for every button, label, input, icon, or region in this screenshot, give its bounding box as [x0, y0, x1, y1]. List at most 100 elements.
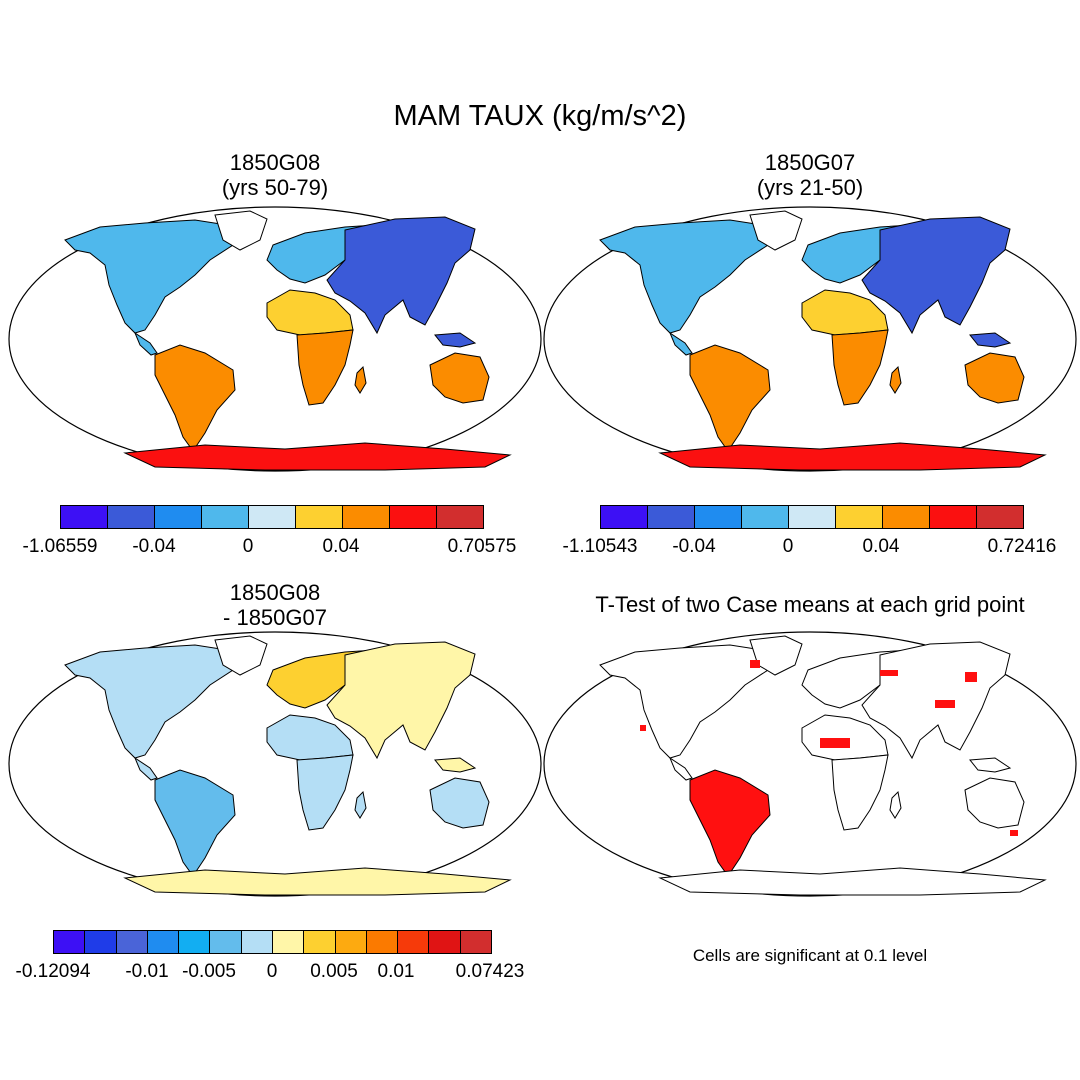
landmass-mad [354, 790, 367, 819]
colorbar-tick-label: -1.06559 [22, 536, 98, 557]
landmass-ant [123, 867, 512, 896]
colorbar-tick-label: -0.005 [182, 961, 236, 982]
landmass-sea [434, 757, 477, 773]
significant-cells [820, 738, 850, 748]
colorbar-tick-label: 0.005 [310, 961, 358, 982]
colorbar-tick-label: 0.01 [377, 961, 415, 982]
colorbar-tick-label: 0 [782, 536, 794, 557]
colorbar-segment [155, 506, 202, 528]
panel-c-title-line1: 1850G08 [229, 580, 321, 605]
landmass-na [599, 644, 776, 759]
significant-cells [1010, 830, 1018, 836]
landmass-ca [133, 756, 158, 781]
landmass-ant [123, 442, 512, 471]
colorbar-segment [116, 931, 148, 953]
map-panel-a [8, 206, 542, 472]
colorbar-tick-label: 0.07423 [455, 961, 525, 982]
colorbar-segment [54, 931, 86, 953]
colorbar-tick-label: 0 [242, 536, 254, 557]
landmass-as [861, 216, 1011, 335]
colorbar-segment [789, 506, 836, 528]
landmass-sea [969, 332, 1012, 348]
colorbar-tick-label: 0.04 [862, 536, 900, 557]
colorbar-tick-label: 0.72416 [987, 536, 1057, 557]
significant-cells [640, 725, 646, 731]
colorbar-tick-label: 0 [266, 961, 278, 982]
landmass-ca [668, 331, 693, 356]
colorbar-tick-label: 0.04 [322, 536, 360, 557]
significant-cells [965, 672, 977, 682]
landmass-gl [214, 210, 268, 251]
colorbar-segment [272, 931, 305, 953]
landmass-sa [689, 344, 771, 452]
colorbar-segment [241, 931, 273, 953]
colorbar-segment [883, 506, 930, 528]
landmass-ca [668, 756, 693, 781]
colorbar-segment [249, 506, 296, 528]
landmass-au [429, 352, 490, 404]
colorbar-tick-label: -0.04 [672, 536, 716, 557]
panel-c-title: 1850G08 - 1850G07 [170, 580, 380, 630]
landmass-mad [889, 365, 902, 394]
significance-note: Cells are significant at 0.1 level [692, 946, 928, 965]
landmass-mad [889, 790, 902, 819]
panel-b-title-line1: 1850G07 [764, 150, 856, 175]
panel-a-title: 1850G08 (yrs 50-79) [170, 150, 380, 200]
landmass-as [326, 216, 476, 335]
panel-b-title-line2: (yrs 21-50) [756, 175, 864, 200]
colorbar-tick-label: 0.70575 [447, 536, 517, 557]
panel-d-title: T-Test of two Case means at each grid po… [545, 592, 1075, 617]
colorbar-segment [202, 506, 249, 528]
colorbar-segment [296, 506, 343, 528]
panel-b-title: 1850G07 (yrs 21-50) [705, 150, 915, 200]
colorbar-segment [437, 506, 483, 528]
colorbar-segment [61, 506, 108, 528]
colorbar-segment [648, 506, 695, 528]
colorbar-panel-a [60, 505, 484, 529]
colorbar-segment [836, 506, 883, 528]
colorbar-panel-c [53, 930, 492, 954]
landmass-gl [749, 210, 803, 251]
colorbar-tick-label: -0.04 [132, 536, 176, 557]
colorbar-segment [210, 931, 242, 953]
landmass-ca [133, 331, 158, 356]
map-panel-c [8, 631, 542, 897]
colorbar-segment [108, 506, 155, 528]
colorbar-tick-label: -0.01 [125, 961, 169, 982]
colorbar-segment [742, 506, 789, 528]
colorbar-segment [695, 506, 742, 528]
landmass-ant [658, 867, 1047, 896]
colorbar-segment [366, 931, 399, 953]
significant-cells [750, 660, 760, 668]
significant-cells [880, 670, 898, 676]
colorbar-segment [335, 931, 367, 953]
landmass-af-s [296, 329, 354, 406]
landmass-sea [434, 332, 477, 348]
landmass-sea [969, 757, 1012, 773]
map-panel-b [543, 206, 1077, 472]
colorbar-segment [977, 506, 1023, 528]
landmass-af-s [296, 754, 354, 831]
landmass-sa [689, 769, 771, 877]
colorbar-tick-label: -0.12094 [15, 961, 91, 982]
landmass-au [964, 352, 1025, 404]
colorbar-segment [601, 506, 648, 528]
map-panel-d [543, 631, 1077, 897]
colorbar-segment [343, 506, 390, 528]
landmass-af-s [831, 329, 889, 406]
colorbar-segment [398, 931, 430, 953]
colorbar-segment [147, 931, 180, 953]
colorbar-segment [179, 931, 211, 953]
panel-c-title-line2: - 1850G07 [223, 605, 327, 630]
landmass-af-s [831, 754, 889, 831]
landmass-na [64, 644, 241, 759]
panel-a-title-line1: 1850G08 [229, 150, 321, 175]
colorbar-panel-b [600, 505, 1024, 529]
colorbar-segment [460, 931, 491, 953]
landmass-as [326, 641, 476, 760]
landmass-na [64, 219, 241, 334]
colorbar-segment [390, 506, 437, 528]
landmass-au [964, 777, 1025, 829]
panel-d-title-line1: T-Test of two Case means at each grid po… [595, 592, 1025, 617]
colorbar-segment [304, 931, 336, 953]
